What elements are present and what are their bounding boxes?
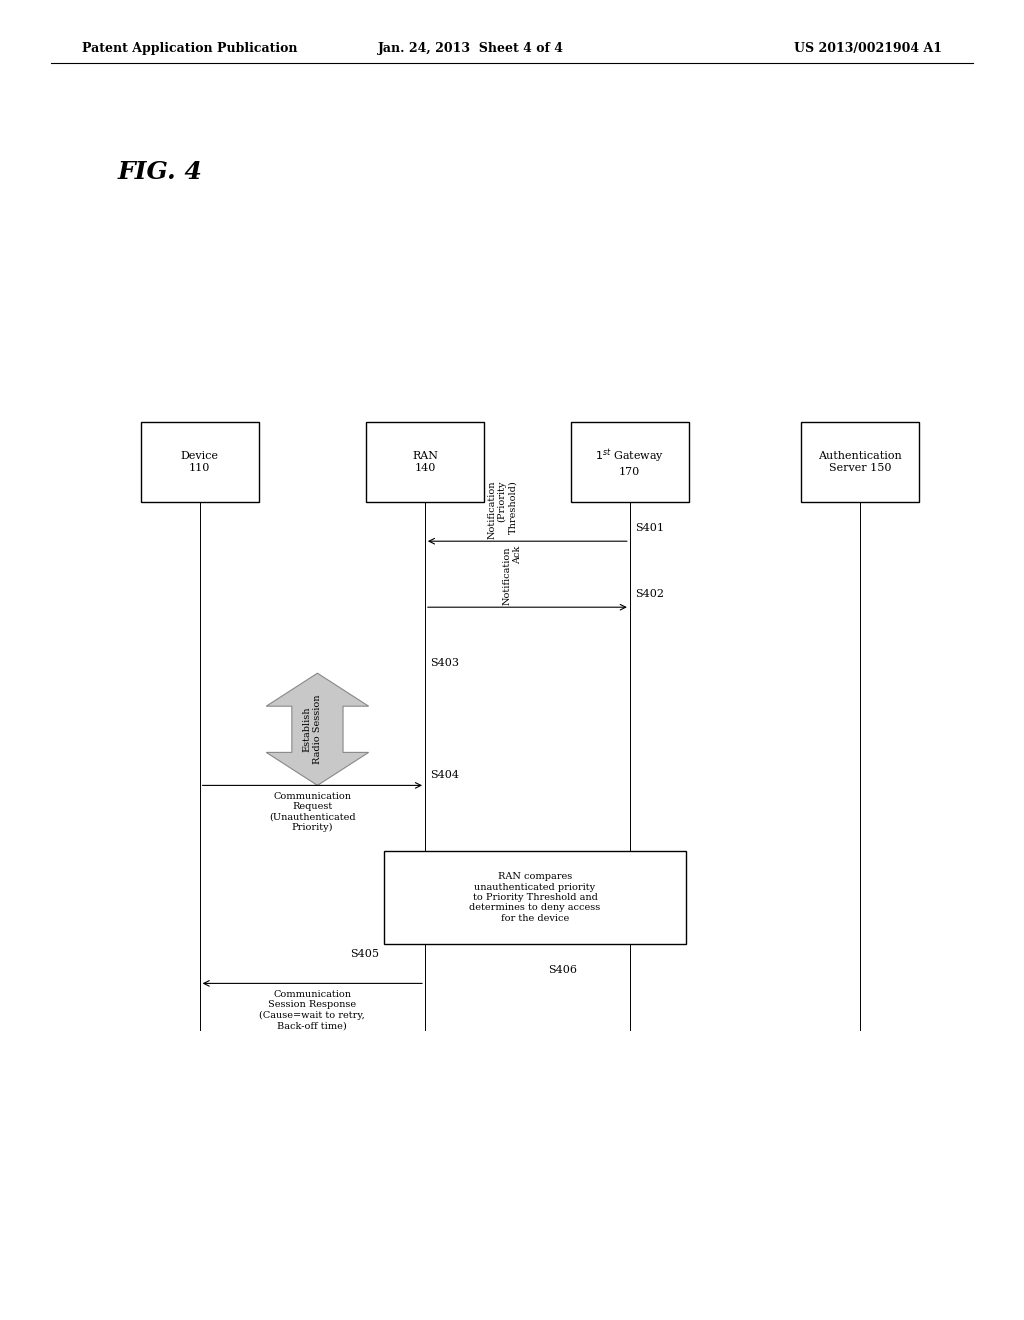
Text: S402: S402 xyxy=(635,589,664,599)
Text: RAN compares
unauthenticated priority
to Priority Threshold and
determines to de: RAN compares unauthenticated priority to… xyxy=(469,873,601,923)
Text: Jan. 24, 2013  Sheet 4 of 4: Jan. 24, 2013 Sheet 4 of 4 xyxy=(378,42,564,55)
Bar xyxy=(571,422,688,502)
Bar xyxy=(384,851,686,944)
Text: Communication
Session Response
(Cause=wait to retry,
Back-off time): Communication Session Response (Cause=wa… xyxy=(259,990,366,1031)
Text: Establish
Radio Session: Establish Radio Session xyxy=(303,694,322,764)
Text: Patent Application Publication: Patent Application Publication xyxy=(82,42,297,55)
Bar xyxy=(141,422,258,502)
Text: S406: S406 xyxy=(548,965,577,975)
Text: Device
110: Device 110 xyxy=(180,451,219,473)
Text: Notification
(Priority
Threshold): Notification (Priority Threshold) xyxy=(487,480,517,539)
Text: S401: S401 xyxy=(635,523,664,533)
Text: US 2013/0021904 A1: US 2013/0021904 A1 xyxy=(794,42,942,55)
Text: RAN
140: RAN 140 xyxy=(412,451,438,473)
Text: $1^{st}$ Gateway
170: $1^{st}$ Gateway 170 xyxy=(595,447,665,477)
Bar xyxy=(367,422,483,502)
Text: Communication
Request
(Unauthenticated
Priority): Communication Request (Unauthenticated P… xyxy=(269,792,355,833)
Bar xyxy=(801,422,920,502)
Text: FIG. 4: FIG. 4 xyxy=(118,160,203,183)
Text: S405: S405 xyxy=(350,949,379,960)
Text: S404: S404 xyxy=(430,770,459,780)
Text: Authentication
Server 150: Authentication Server 150 xyxy=(818,451,902,473)
Text: S403: S403 xyxy=(430,657,459,668)
Text: Notification
Ack: Notification Ack xyxy=(503,546,522,605)
Polygon shape xyxy=(266,673,369,785)
